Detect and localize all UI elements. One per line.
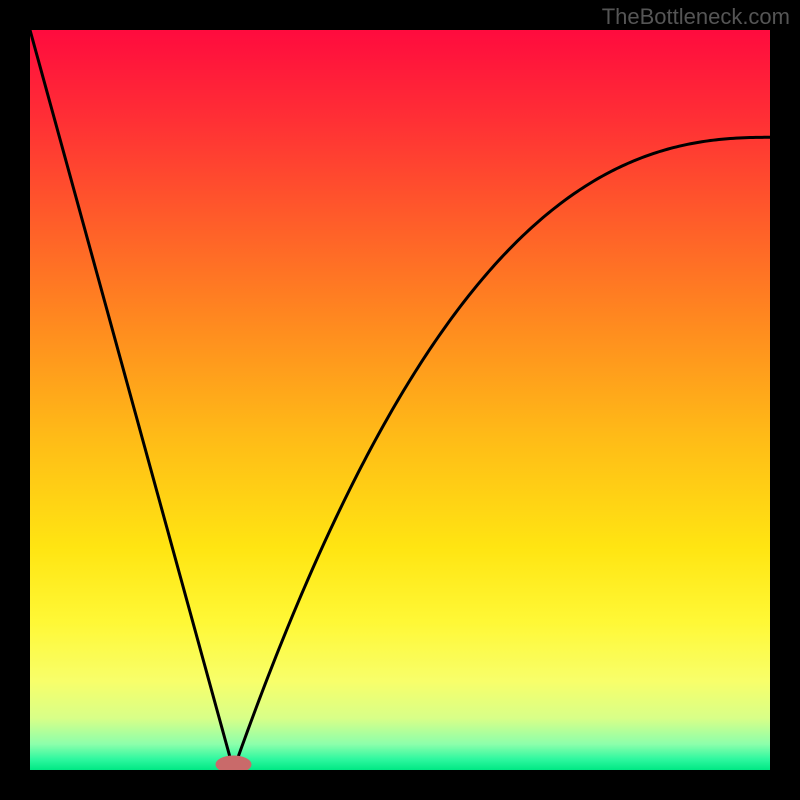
plot-svg	[30, 30, 770, 770]
gradient-background	[30, 30, 770, 770]
watermark-text: TheBottleneck.com	[602, 4, 790, 30]
plot-area	[30, 30, 770, 770]
